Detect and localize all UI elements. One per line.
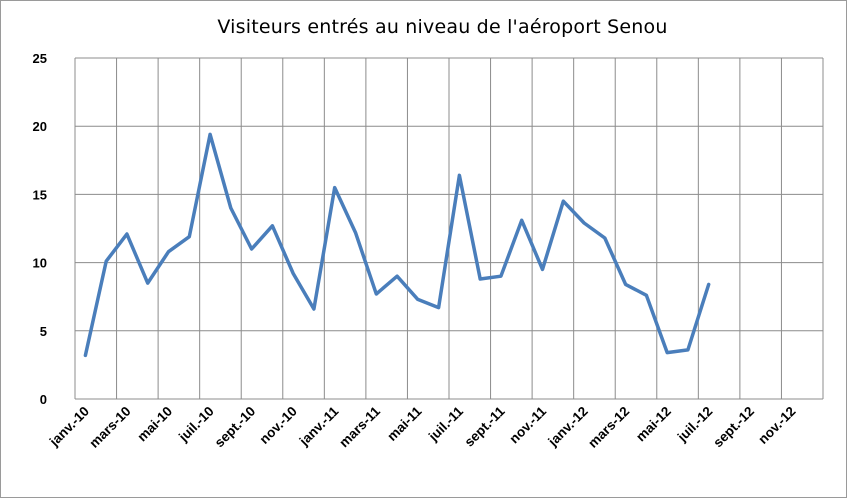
x-tick-label: mars-11 [336,403,383,450]
x-tick-label: mars-12 [585,404,632,451]
series-line [83,132,711,358]
x-tick-label: mai-11 [384,403,425,444]
y-tick-label: 15 [33,187,47,202]
x-tick-label: mai-10 [134,404,175,445]
y-tick-label: 5 [40,324,47,339]
y-tick-label: 25 [33,51,47,66]
y-tick-label: 20 [33,119,47,134]
x-tick-label: janv.-10 [46,404,92,450]
series-group [83,132,711,358]
x-tick-label: nov.-12 [755,404,798,447]
x-tick-label: juil.-11 [425,403,466,444]
chart-title: Visiteurs entrés au niveau de l'aéroport… [217,16,668,38]
x-tick-label: nov.-10 [257,404,300,447]
x-tick-label: juil.-10 [175,404,217,446]
x-tick-label: janv.-12 [545,404,591,450]
y-tick-label: 0 [40,392,47,407]
x-tick-label: nov.-11 [506,403,549,446]
x-tick-label: juil.-12 [674,404,716,446]
y-axis-ticks: 0 5 10 15 20 25 [33,51,47,407]
x-tick-label: mai-12 [633,404,674,445]
x-tick-label: sept.-10 [212,404,259,451]
x-tick-label: janv.-11 [296,403,342,449]
y-tick-label: 10 [33,256,47,271]
grid-lines [74,57,824,400]
x-tick-label: mars-10 [86,404,133,451]
x-tick-label: sept.-11 [462,403,509,450]
x-tick-label: sept.-12 [710,404,757,451]
